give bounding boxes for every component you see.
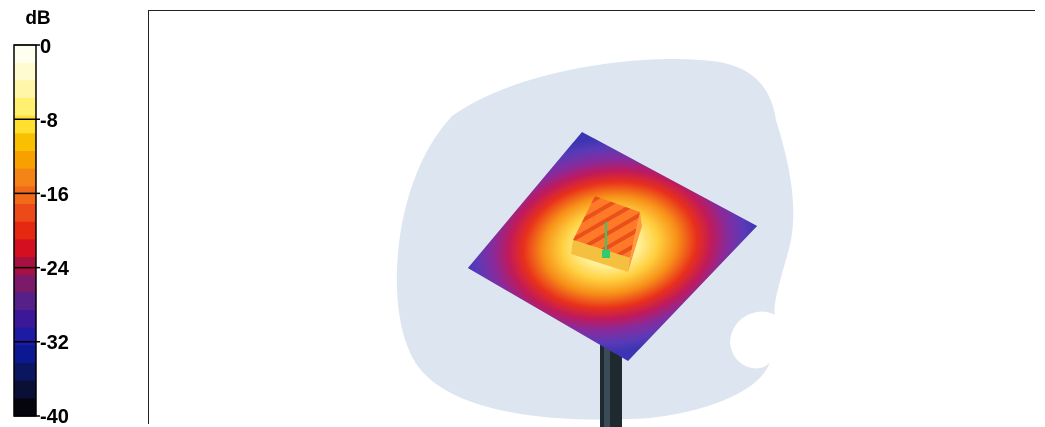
patch-element-edge — [628, 212, 642, 272]
colorbar-band — [14, 115, 36, 134]
colorbar-band — [14, 151, 36, 170]
colorbar-ticks: 0 -8 -16 -24 -32 -40 — [40, 36, 70, 427]
colorbar-band — [14, 133, 36, 152]
colorbar-band — [14, 45, 36, 64]
patch-element-side — [571, 240, 630, 272]
colorbar-band — [14, 239, 36, 258]
colorbar-band — [14, 398, 36, 417]
colorbar-band — [14, 186, 36, 205]
colorbar-band — [14, 257, 36, 276]
colorbar-band — [14, 204, 36, 223]
colorbar-frame — [13, 44, 37, 417]
colorbar-band — [14, 62, 36, 81]
colorbar-tick-label: -16 — [40, 184, 69, 206]
simulation-viewport — [148, 10, 1035, 424]
colorbar-band — [14, 310, 36, 329]
colorbar-tick-label: 0 — [40, 36, 51, 58]
colorbar-band — [14, 274, 36, 293]
colorbar-band — [14, 221, 36, 240]
colorbar-band — [14, 168, 36, 187]
colorbar-band — [14, 292, 36, 311]
colorbar-tick-label: -24 — [40, 258, 70, 280]
support-mast-highlight — [604, 300, 610, 427]
colorbar-band — [14, 345, 36, 364]
colorbar-bands — [14, 44, 40, 417]
colorbar-band — [14, 98, 36, 117]
colorbar-band — [14, 380, 36, 399]
colorbar-band — [14, 80, 36, 99]
feed-point-icon — [602, 250, 610, 258]
colorbar-band — [14, 363, 36, 382]
colorbar-tick-label: -32 — [40, 332, 69, 354]
colorbar-tick-label: -8 — [40, 110, 58, 132]
colorbar-legend: dB 0 -8 -16 -24 -32 -40 — [13, 8, 70, 427]
colorbar-unit-label: dB — [25, 8, 50, 29]
colorbar-tick-label: -40 — [40, 406, 69, 427]
